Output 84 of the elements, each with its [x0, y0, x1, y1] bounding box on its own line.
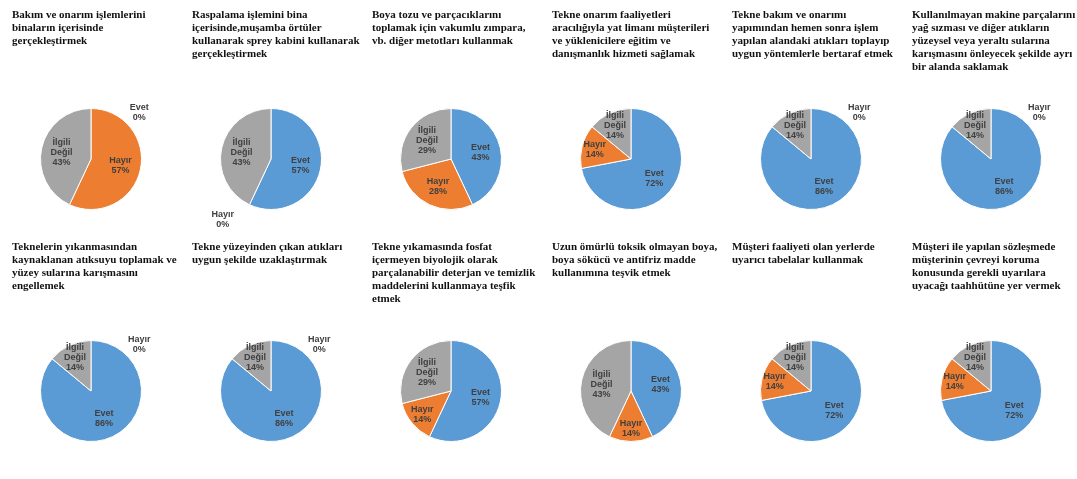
data-label: 14%	[585, 149, 604, 160]
data-label: 86%	[814, 185, 833, 196]
data-label: 14%	[606, 129, 625, 140]
chart-title: Tekne bakım ve onarımı yapımından hemen sonra işlem yapılan alandaki atıkları toplayıp uygun yöntemlerle bertaraf etmek	[731, 8, 894, 61]
data-label: 43%	[471, 151, 490, 162]
slice-label: İlgili Değil	[590, 368, 613, 389]
category-label: Hayır	[128, 334, 151, 345]
category-label: Hayır	[848, 102, 871, 113]
slice-label: Evet	[994, 175, 1014, 186]
data-label: 28%	[429, 185, 448, 196]
category-label: Hayır	[308, 334, 331, 345]
slice-label: İlgili Değil	[416, 356, 439, 377]
data-label: 57%	[291, 165, 310, 176]
data-label: 43%	[651, 383, 670, 394]
chart-title: Müşteri faaliyeti olan yerlerde uyarıcı tabelalar kullanmak	[731, 240, 876, 267]
data-label: 29%	[418, 376, 437, 387]
slice-label: İlgili Değil	[784, 341, 807, 362]
slice-label: Evet	[1004, 399, 1024, 410]
category-label: Hayır	[211, 208, 234, 219]
slice-label: İlgili Değil	[964, 341, 987, 362]
data-label: 57%	[111, 165, 130, 176]
slice-label: İlgili Değil	[416, 124, 439, 145]
data-label: 14%	[413, 414, 432, 425]
text: 0%	[132, 344, 146, 355]
data-label: 86%	[94, 417, 113, 428]
text: 0%	[312, 344, 326, 355]
data-label: 14%	[786, 129, 805, 140]
data-label: 14%	[621, 427, 641, 438]
chart-title: Tekne onarım faaliyetleri aracılığıyla yat limanı müşterileri ve yüklenicilere eğitim ve danışmanlık hizmeti sağlamak	[551, 8, 711, 61]
slice-label: İlgili Değil	[964, 109, 987, 130]
slice-label: İlgili Değil	[784, 109, 807, 130]
slice-label: Evet	[471, 141, 491, 152]
data-label: 43%	[232, 156, 251, 167]
slice-label: Hayır	[410, 404, 434, 415]
slice-label: Hayır	[619, 417, 643, 428]
text: 0%	[216, 218, 230, 229]
slice-label: İlgili Değil	[604, 109, 627, 130]
slice-label: Hayır	[426, 175, 450, 186]
slice-label: Evet	[644, 167, 664, 178]
slice-label: Evet	[94, 407, 114, 418]
slice-label: Evet	[471, 387, 491, 398]
chart-title: Uzun ömürlü toksik olmayan boya, boya sökücü ve antifriz madde kullanımına teşvik etmek	[551, 240, 719, 280]
data-label: 57%	[471, 397, 490, 408]
data-label: 14%	[945, 381, 964, 392]
data-label: 43%	[592, 388, 611, 399]
slice-label: Evet	[824, 399, 844, 410]
chart-title: Tekne yıkamasında fosfat içermeyen biyolojik olarak parçalanabilir deterjan ve temizlik maddelerini kullanmaya teşfik etmek	[371, 240, 537, 306]
data-label: 72%	[1005, 409, 1024, 420]
data-label: 14%	[66, 361, 85, 372]
slice-label: Evet	[651, 373, 671, 384]
data-label: 72%	[825, 409, 844, 420]
data-label: 72%	[645, 177, 664, 188]
slice-label: Hayır	[943, 371, 967, 382]
data-label: 14%	[786, 361, 805, 372]
data-label: 14%	[966, 361, 985, 372]
chart-title: Teknelerin yıkanmasından kaynaklanan atıksuyu toplamak ve yüzey sularına karışmasını engellemek	[11, 240, 178, 293]
data-label: 43%	[52, 156, 71, 167]
slice-label: Evet	[814, 175, 834, 186]
category-label: Hayır	[1028, 102, 1051, 113]
slice-label: Hayır	[763, 371, 787, 382]
data-label: 86%	[994, 185, 1013, 196]
chart-title: Boya tozu ve parçacıklarını toplamak için vakumlu zımpara, vb. diğer metotları kullanmak	[371, 8, 527, 48]
slice-label: İlgili Değil	[50, 136, 73, 157]
text: 0%	[132, 112, 146, 123]
slice-label: İlgili Değil	[64, 341, 87, 362]
chart-title: Raspalama işlemini bina içerisinde,muşamba örtüler kullanarak sprey kabini kullanarak gerçekleştirmek	[191, 8, 361, 61]
data-label: 14%	[966, 129, 985, 140]
data-label: 86%	[274, 417, 293, 428]
slice-label: Evet	[274, 407, 294, 418]
data-label: 14%	[246, 361, 265, 372]
data-label: 14%	[765, 381, 784, 392]
category-label: Evet	[129, 102, 149, 113]
slice-label: Hayır	[583, 139, 607, 150]
text: 0%	[1032, 112, 1046, 123]
chart-title: Tekne yüzeyinden çıkan atıkları uygun şekilde uzaklaştırmak	[191, 240, 344, 267]
slice-label: İlgili Değil	[230, 136, 253, 157]
slice-label: Evet	[291, 155, 311, 166]
chart-title: Bakım ve onarım işlemlerini binaların içerisinde gerçekleştirmek	[11, 8, 147, 48]
chart-title: Müşteri ile yapılan sözleşmede müşterinin çevreyi koruma konusunda gerekli uyarılara uyacağı taahhütüne yer vermek	[911, 240, 1062, 293]
chart-title: Kullanılmayan makine parçalarını yağ sızması ve diğer atıkların yüzeysel veya yeraltı sularına karışmasını önleyecek şekilde ayrı bir alanda saklamak	[911, 8, 1077, 74]
text: 0%	[852, 112, 866, 123]
slice-label: İlgili Değil	[244, 341, 267, 362]
data-label: 29%	[418, 144, 437, 155]
slice-label: Hayır	[109, 155, 133, 166]
